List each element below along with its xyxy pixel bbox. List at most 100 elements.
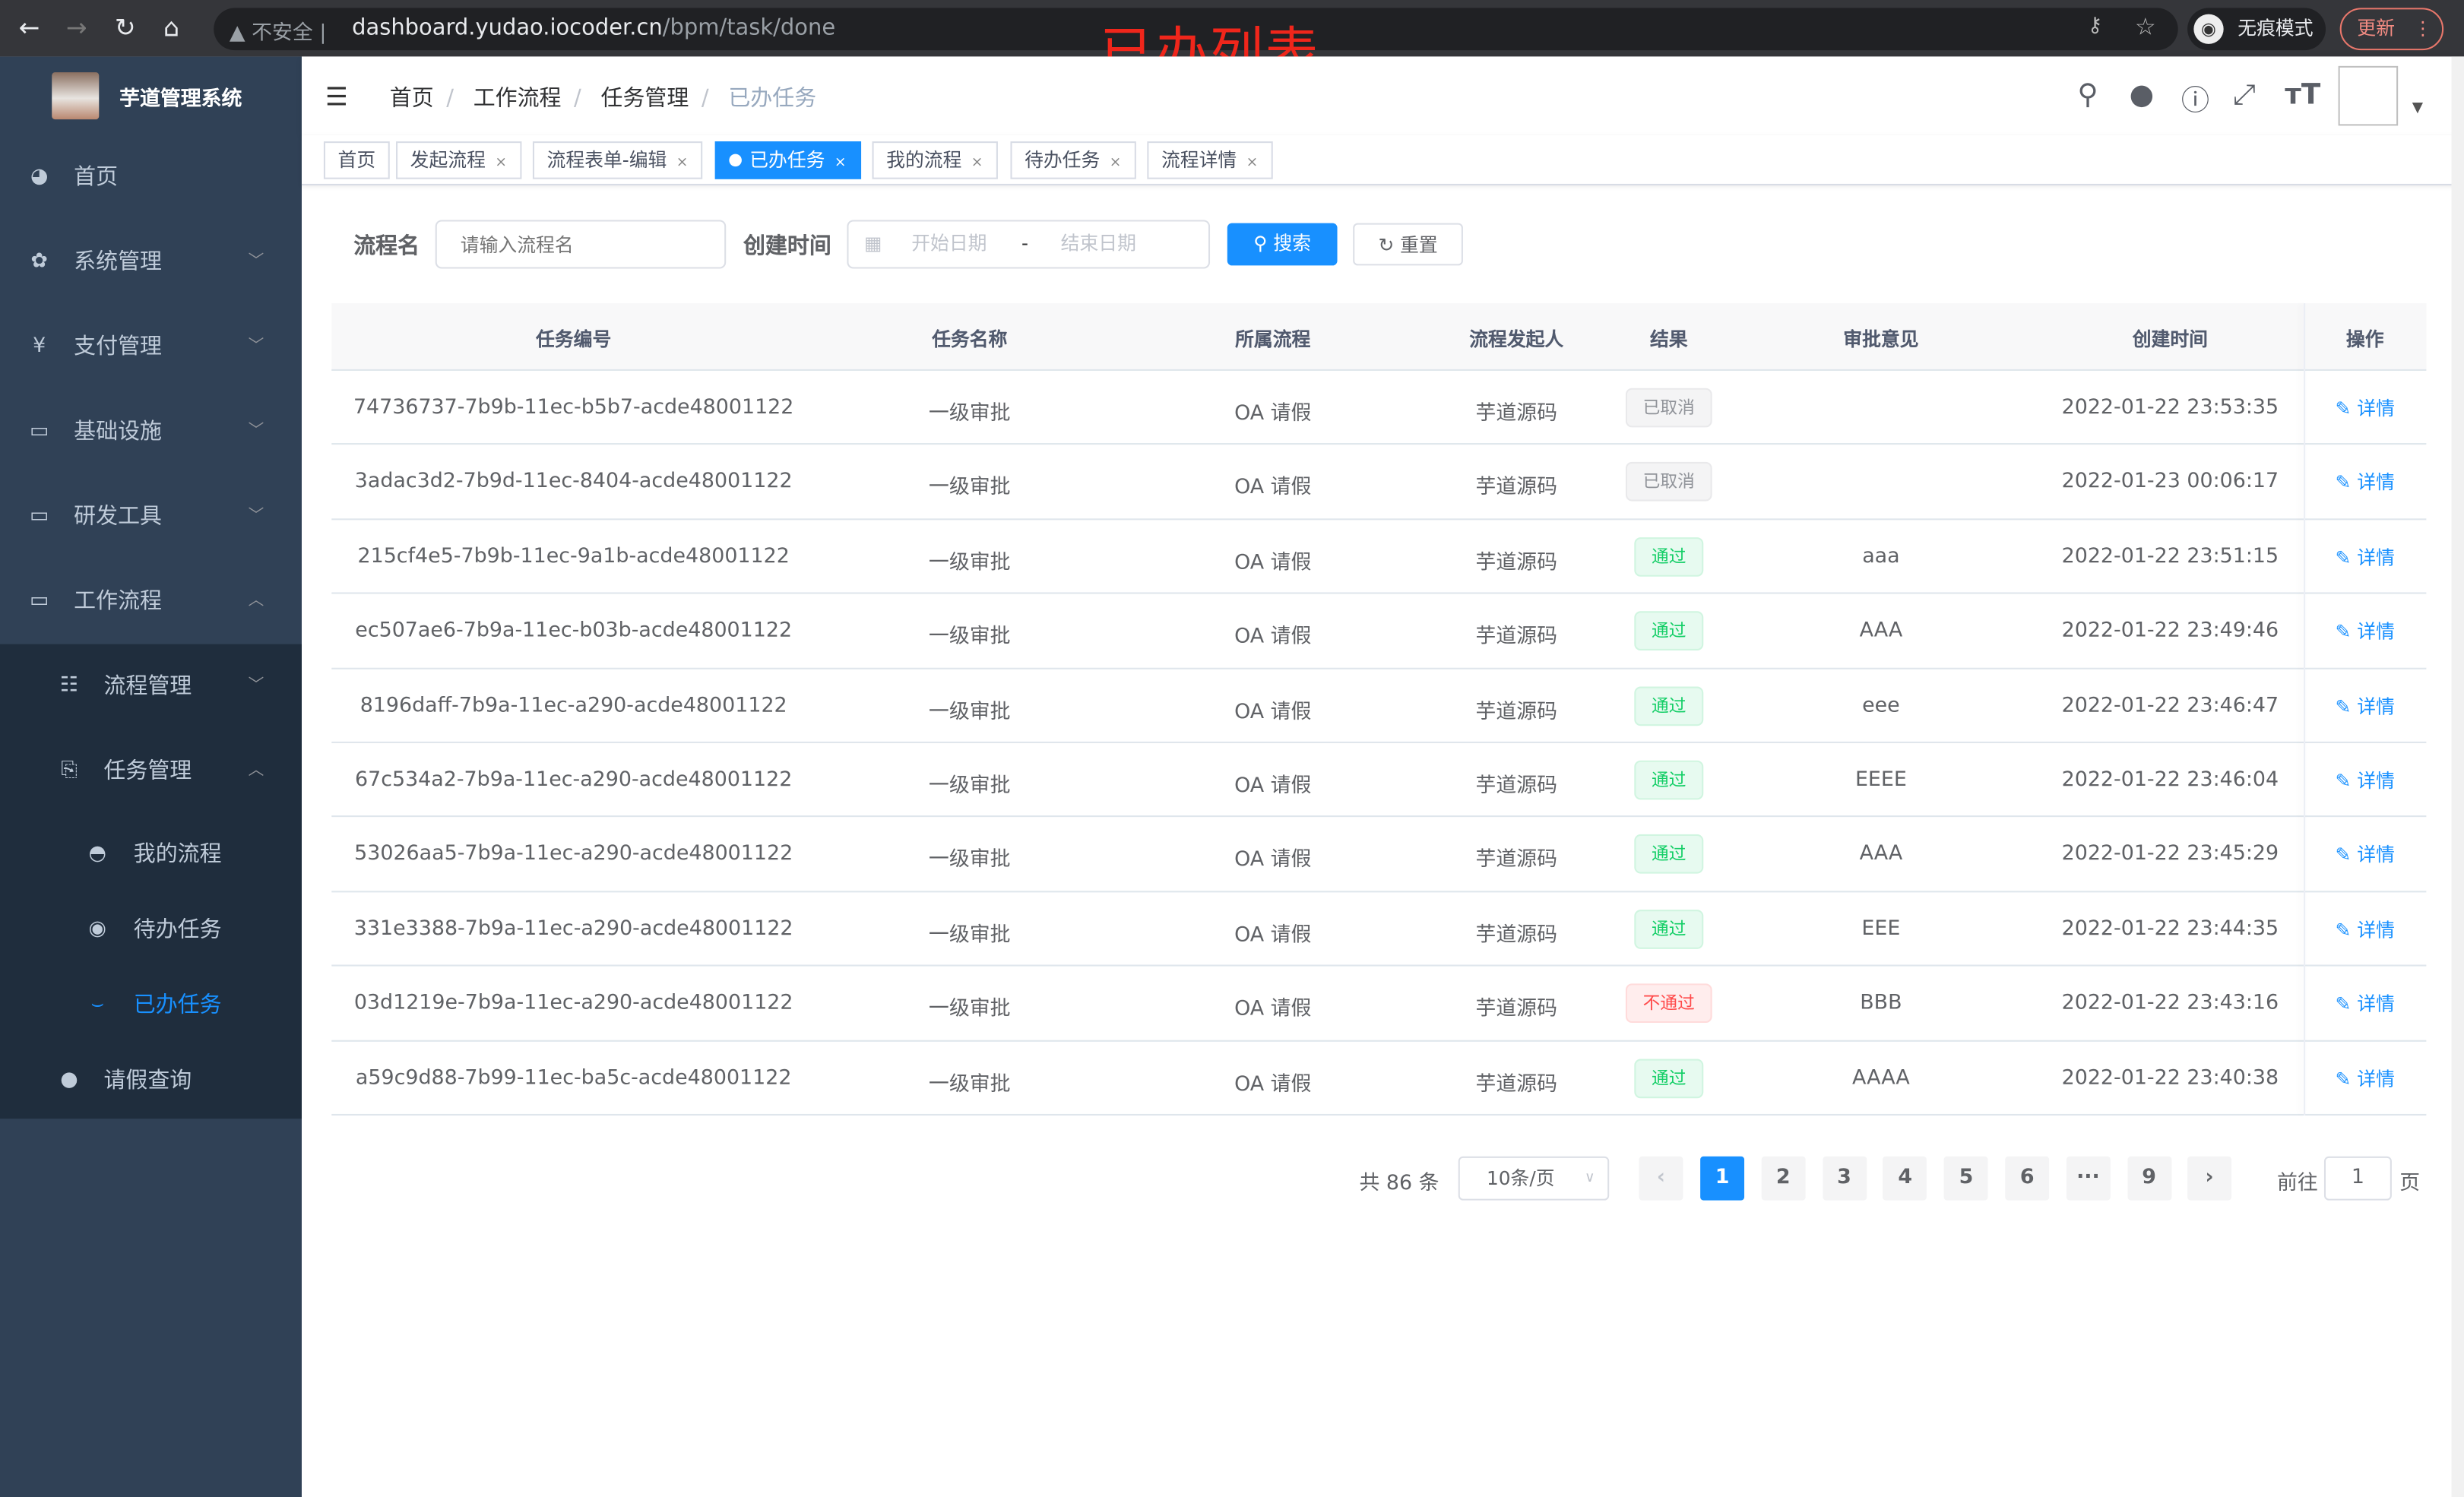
page-button[interactable]: 1 <box>1700 1156 1745 1201</box>
page-button[interactable]: 5 <box>1944 1156 1988 1201</box>
tag[interactable]: 发起流程 × <box>396 141 521 179</box>
table-cell: ec507ae6-7b9a-11ec-b03b-acde48001122 <box>355 619 793 644</box>
status-badge: 通过 <box>1634 536 1704 577</box>
back-icon[interactable]: ← <box>18 12 40 43</box>
fixed-column-divider <box>2304 303 2306 1116</box>
caret-down-icon[interactable]: ▼ <box>2412 100 2424 117</box>
table-cell: 53026aa5-7b9a-11ec-a290-acde48001122 <box>354 843 793 867</box>
table-cell: AAA <box>1859 619 1903 644</box>
table-cell: 一级审批 <box>928 551 1011 575</box>
sidebar-item[interactable]: ¥ 支付管理 ﹀ <box>0 305 302 390</box>
edit-icon: ✎ <box>2335 621 2352 644</box>
column-header: 流程发起人 <box>1469 328 1564 351</box>
detail-link[interactable]: ✎ 详情 <box>2335 993 2395 1016</box>
sidebar-item[interactable]: ✿ 系统管理 ﹀ <box>0 220 302 305</box>
table-cell: 一级审批 <box>928 476 1011 501</box>
scrollbar[interactable] <box>2451 56 2464 1497</box>
breadcrumb-item[interactable]: 任务管理 <box>600 86 689 112</box>
end-date[interactable]: 结束日期 <box>1060 233 1136 255</box>
table-cell: 芋道源码 <box>1475 551 1558 575</box>
home-icon[interactable]: ⌂ <box>163 12 180 43</box>
navbar <box>301 56 2464 135</box>
close-icon[interactable]: × <box>1109 155 1122 172</box>
list-icon: ☷ <box>59 674 79 698</box>
sidebar-item[interactable]: ▭ 工作流程 ︿ <box>0 559 302 644</box>
update-button[interactable]: 更新 ⋮ <box>2339 8 2444 51</box>
breadcrumb-item[interactable]: 工作流程 <box>473 86 562 112</box>
detail-link[interactable]: ✎ 详情 <box>2335 695 2395 718</box>
tag[interactable]: 已办任务 × <box>714 141 861 179</box>
table-row: a59c9d88-7b99-11ec-ba5c-acde48001122 一级审批… <box>331 1041 2427 1116</box>
tag[interactable]: 首页 <box>323 141 390 179</box>
process-name-label: 流程名 <box>353 234 420 260</box>
sidebar-item[interactable]: ● 请假查询 <box>0 1043 302 1119</box>
page-button[interactable]: 2 <box>1761 1156 1806 1201</box>
table-cell: OA 请假 <box>1234 700 1312 724</box>
sidebar-item[interactable]: ▭ 研发工具 ﹀ <box>0 474 302 559</box>
tag[interactable]: 流程表单-编辑 × <box>532 141 702 179</box>
reload-icon[interactable]: ↻ <box>114 12 136 43</box>
table-cell: 一级审批 <box>928 625 1011 650</box>
detail-link[interactable]: ✎ 详情 <box>2335 621 2395 644</box>
fullscreen-icon[interactable]: ⤢ <box>2233 78 2256 112</box>
page-button[interactable]: 3 <box>1822 1156 1867 1201</box>
tag[interactable]: 流程详情 × <box>1147 141 1272 179</box>
detail-link[interactable]: ✎ 详情 <box>2335 1068 2395 1090</box>
forward-icon[interactable]: → <box>65 12 87 43</box>
submenu-item[interactable]: ◉ 待办任务 <box>0 892 302 967</box>
close-icon[interactable]: × <box>1246 155 1259 172</box>
detail-link[interactable]: ✎ 详情 <box>2335 770 2395 793</box>
avatar[interactable] <box>2338 65 2399 126</box>
close-icon[interactable]: × <box>971 155 983 172</box>
dot-icon <box>729 153 742 167</box>
next-page-button[interactable]: › <box>2187 1156 2231 1201</box>
detail-link[interactable]: ✎ 详情 <box>2335 397 2395 420</box>
date-range-picker[interactable]: ▦ 开始日期 - 结束日期 <box>847 220 1211 269</box>
font-size-icon[interactable]: тT <box>2285 78 2321 112</box>
help-icon[interactable]: ⓘ <box>2181 84 2210 119</box>
close-icon[interactable]: × <box>495 155 507 172</box>
github-icon[interactable]: ● <box>2129 78 2155 112</box>
detail-link[interactable]: ✎ 详情 <box>2335 919 2395 942</box>
page-button[interactable]: 4 <box>1883 1156 1927 1201</box>
detail-link[interactable]: ✎ 详情 <box>2335 844 2395 867</box>
table-cell: 一级审批 <box>928 849 1011 873</box>
page-button[interactable]: 9 <box>2127 1156 2171 1201</box>
page-button[interactable]: 6 <box>2005 1156 2050 1201</box>
breadcrumb-item[interactable]: 首页 <box>389 86 434 112</box>
star-icon[interactable]: ☆ <box>2134 12 2156 41</box>
table-cell: 8196daff-7b9a-11ec-a290-acde48001122 <box>359 694 787 718</box>
address-bar[interactable]: ▲ 不安全 | dashboard.yudao.iocoder.cn/bpm/t… <box>214 8 2178 51</box>
submenu-item[interactable]: ☷ 流程管理 ﹀ <box>0 644 302 730</box>
key-icon[interactable]: ⚷ <box>2087 14 2103 38</box>
status-badge: 通过 <box>1634 834 1704 875</box>
hamburger-icon[interactable]: ☰ <box>325 81 348 112</box>
sidebar-item[interactable]: ▭ 基础设施 ﹀ <box>0 390 302 475</box>
detail-link[interactable]: ✎ 详情 <box>2335 546 2395 569</box>
page-button[interactable]: ··· <box>2066 1156 2111 1201</box>
table-cell: 215cf4e5-7b9b-11ec-9a1b-acde48001122 <box>357 545 790 569</box>
tag[interactable]: 待办任务 × <box>1010 141 1135 179</box>
sidebar-item[interactable]: ◕ 首页 <box>0 135 302 220</box>
page-size-select[interactable]: 10条/页 ∨ <box>1458 1156 1610 1201</box>
search-button[interactable]: ⚲ 搜索 <box>1227 223 1338 266</box>
prev-page-button[interactable]: ‹ <box>1639 1156 1683 1201</box>
edit-icon: ✎ <box>2335 472 2352 495</box>
gear-icon: ✿ <box>30 249 48 274</box>
detail-link[interactable]: ✎ 详情 <box>2335 472 2395 495</box>
start-date[interactable]: 开始日期 <box>911 233 987 255</box>
table-cell: 2022-01-22 23:53:35 <box>2061 396 2279 420</box>
close-icon[interactable]: × <box>834 155 847 172</box>
goto-label: 前往 <box>2276 1172 2318 1196</box>
column-header: 所属流程 <box>1235 328 1311 351</box>
reset-button[interactable]: ↻ 重置 <box>1353 223 1463 266</box>
goto-page-input[interactable]: 1 <box>2323 1156 2392 1201</box>
submenu-item[interactable]: ⌣ 已办任务 <box>0 968 302 1043</box>
submenu-item[interactable]: ◓ 我的流程 <box>0 817 302 892</box>
process-name-input[interactable] <box>435 220 727 269</box>
submenu-item[interactable]: ⎘ 任务管理 ︿ <box>0 729 302 814</box>
search-icon[interactable]: ⚲ <box>2077 78 2098 112</box>
close-icon[interactable]: × <box>676 155 689 172</box>
tag[interactable]: 我的流程 × <box>872 141 998 179</box>
incognito-badge[interactable]: ◉ 无痕模式 <box>2187 8 2326 51</box>
